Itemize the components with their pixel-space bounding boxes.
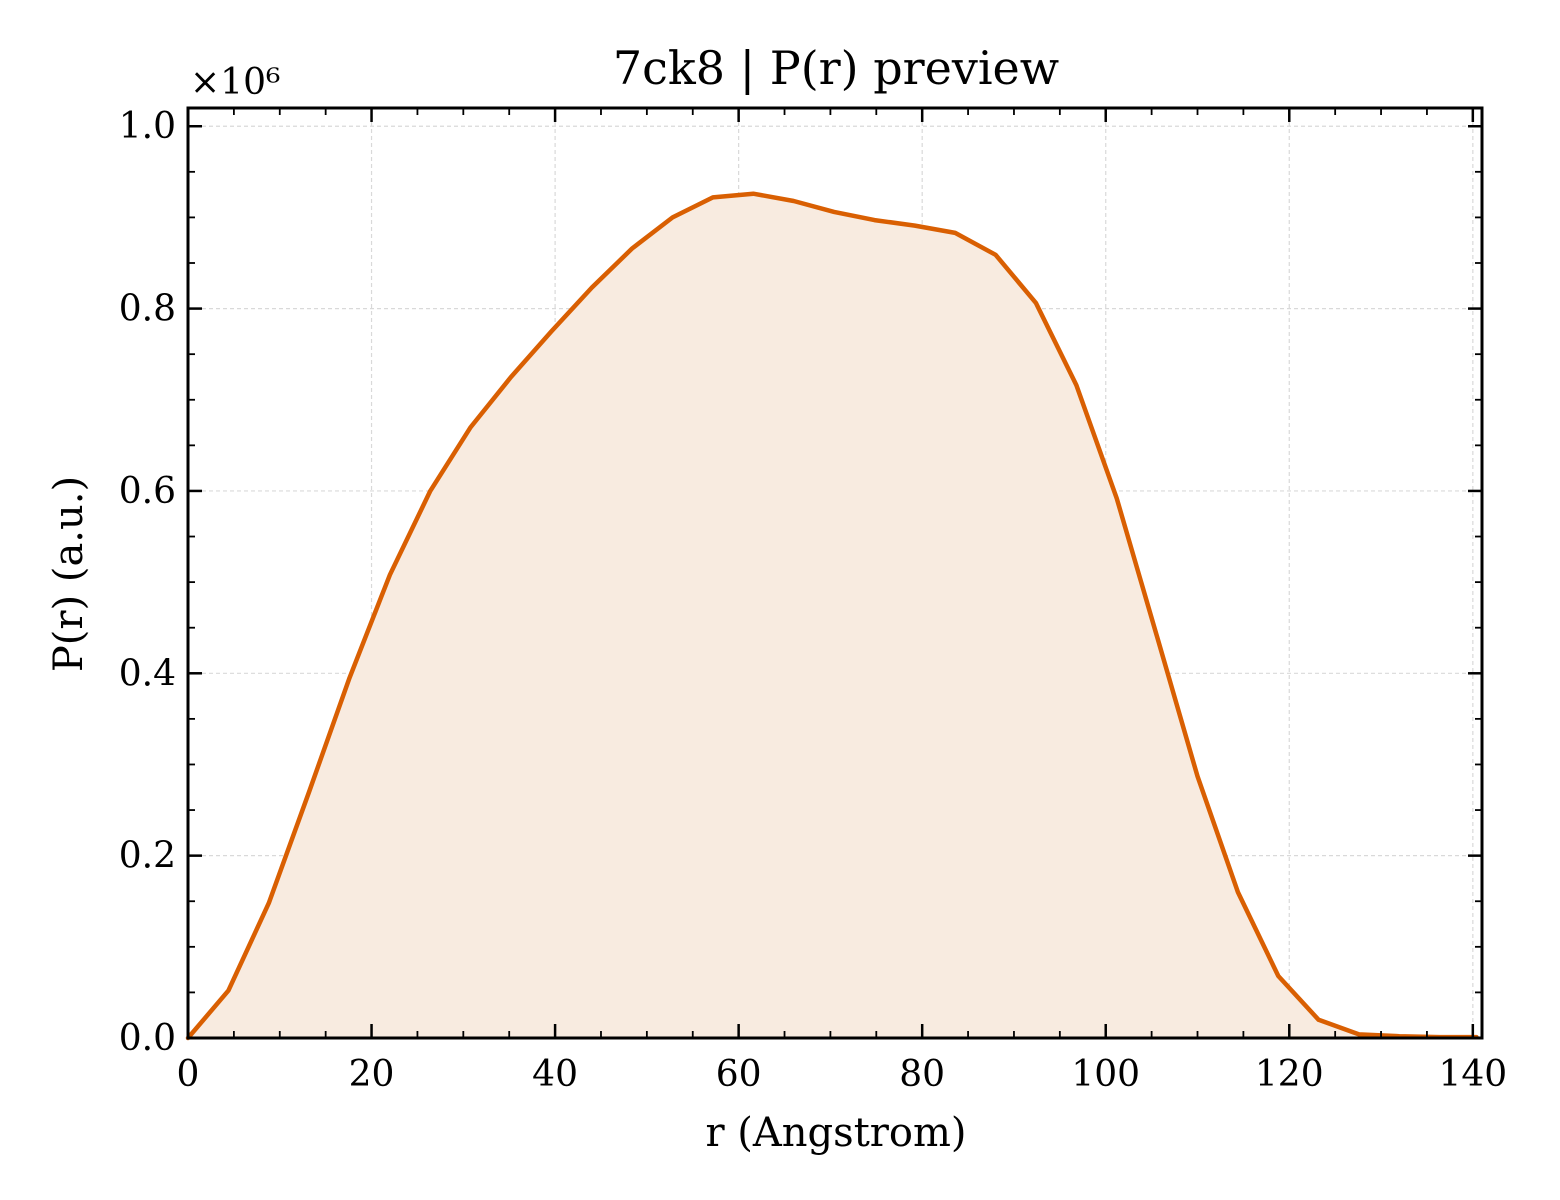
x-tick-label: 0	[177, 1054, 200, 1095]
y-tick-label: 0.2	[119, 836, 176, 877]
x-tick-label: 80	[899, 1054, 945, 1095]
x-tick-label: 20	[349, 1054, 395, 1095]
chart-title: 7ck8 | P(r) preview	[613, 41, 1059, 95]
y-tick-label: 0.4	[119, 653, 176, 694]
pr-line	[185, 191, 1479, 1041]
y-axis-label: P(r) (a.u.)	[46, 476, 92, 672]
x-tick-label: 60	[716, 1054, 762, 1095]
pr-area-fill	[188, 193, 1477, 1038]
y-axis-multiplier: ×10⁶	[190, 62, 280, 103]
x-tick-label: 40	[532, 1054, 578, 1095]
y-tick-label: 0.0	[119, 1018, 176, 1059]
axis-tick-labels: 0 20 40 60 80 100 120 140 0.0 0.2 0.4 0.6 0.8 1.0	[119, 106, 1507, 1095]
x-tick-label: 120	[1255, 1054, 1324, 1095]
x-tick-label: 100	[1071, 1054, 1140, 1095]
axis-ticks	[186, 108, 1482, 1040]
y-tick-label: 0.6	[119, 471, 176, 512]
x-axis-label: r (Angstrom)	[705, 1110, 966, 1156]
y-tick-label: 1.0	[119, 106, 176, 147]
x-tick-label: 140	[1438, 1054, 1507, 1095]
plot-frame	[186, 106, 1484, 1040]
y-tick-label: 0.8	[119, 289, 176, 330]
